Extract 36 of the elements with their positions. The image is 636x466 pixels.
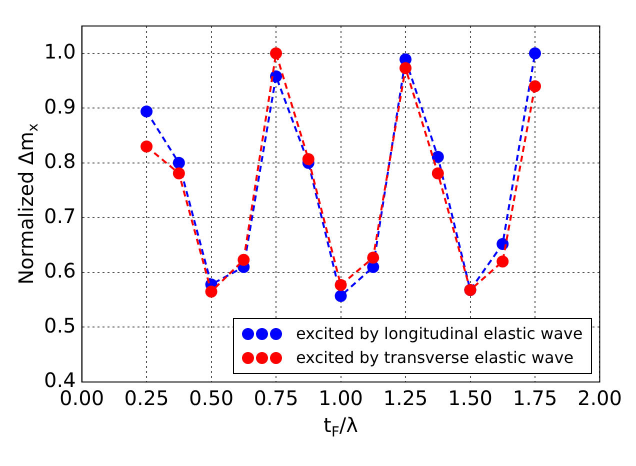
point [270, 47, 282, 60]
x-tick-label: 2.00 [577, 386, 622, 410]
point [302, 153, 314, 166]
x-tick-label: 0.75 [254, 386, 298, 410]
y-tick-label: 0.6 [44, 258, 76, 283]
y-tick-label: 0.5 [44, 313, 76, 338]
x-tick-label: 1.75 [512, 386, 558, 410]
point [238, 254, 250, 266]
point [140, 140, 153, 152]
point [172, 167, 185, 180]
y-tick-label: 0.8 [44, 149, 76, 174]
point [400, 62, 412, 74]
y-tick-label: 0.7 [44, 204, 76, 228]
x-tick-label: 1.00 [318, 386, 364, 410]
y-tick-label: 0.9 [44, 94, 76, 118]
point [140, 105, 153, 118]
point [334, 290, 347, 302]
point [334, 279, 347, 292]
y-axis-title: Normalized Δmx [14, 123, 42, 285]
x-tick-label: 0.25 [124, 386, 169, 410]
x-tick-label: 0.50 [189, 386, 234, 410]
point [432, 150, 444, 163]
point [528, 47, 541, 60]
legend-label: excited by transverse elastic wave [296, 347, 574, 369]
legend-label: excited by longitudinal elastic wave [296, 323, 583, 345]
point [367, 252, 380, 264]
x-tick-label: 1.25 [383, 386, 428, 410]
point [528, 80, 541, 92]
x-tick-label: 1.50 [448, 386, 493, 410]
y-tick-label: 1.0 [44, 40, 76, 64]
point [432, 167, 444, 180]
point [172, 156, 185, 169]
point [270, 70, 282, 82]
point [496, 256, 509, 268]
x-tick-label: 0.00 [60, 386, 104, 410]
point [205, 286, 218, 298]
